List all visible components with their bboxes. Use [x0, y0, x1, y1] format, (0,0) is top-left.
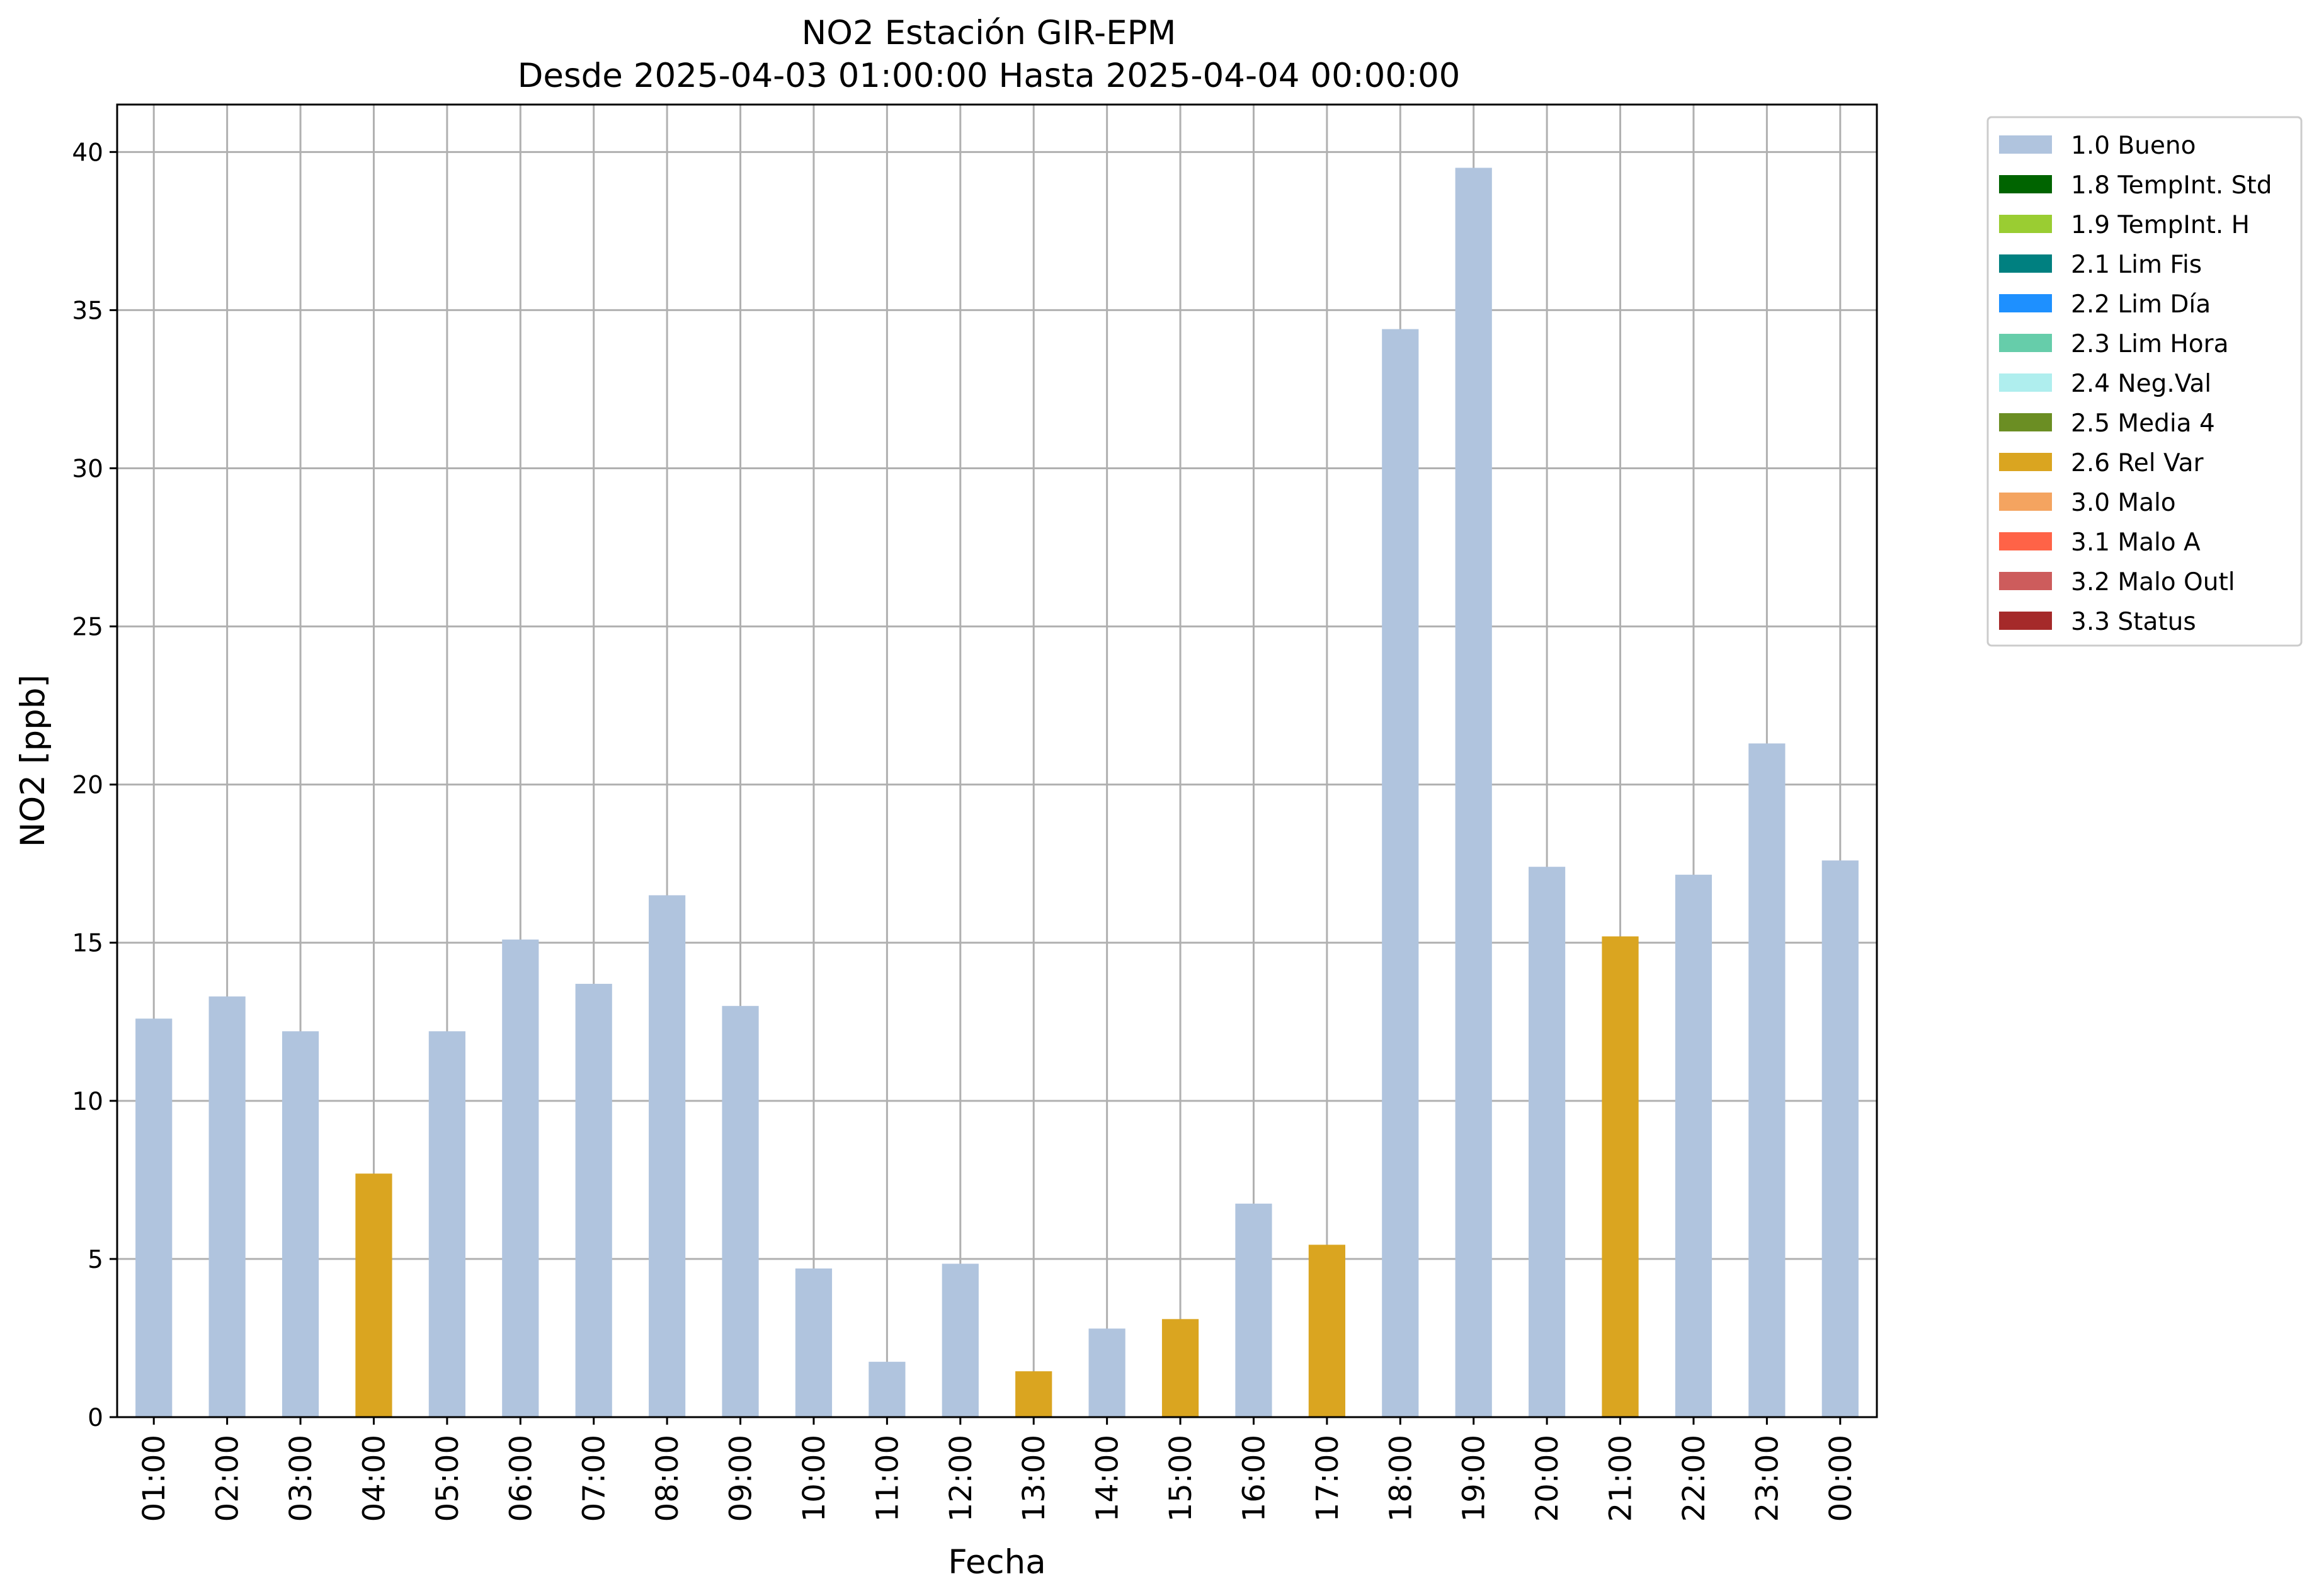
x-tick-label: 18:00	[1383, 1435, 1418, 1522]
bar	[208, 996, 246, 1417]
legend-swatch	[1999, 254, 2052, 273]
x-tick-label: 00:00	[1823, 1435, 1859, 1522]
legend-label: 2.1 Lim Fis	[2071, 251, 2202, 279]
legend: 1.0 Bueno 1.8 TempInt. Std 1.9 TempInt. H 2…	[1986, 116, 2303, 647]
legend-label: 2.5 Media 4	[2071, 409, 2215, 438]
bar	[355, 1173, 392, 1417]
x-tick-label: 04:00	[356, 1435, 392, 1522]
x-tick-label: 09:00	[724, 1435, 759, 1522]
x-tick-label: 02:00	[210, 1435, 246, 1522]
legend-label: 1.9 TempInt. H	[2071, 211, 2250, 239]
chart-title: NO2 Estación GIR-EPM	[802, 14, 1177, 52]
bar	[1235, 1204, 1272, 1417]
ticks: 0 5 10 15 20 25 30 35 40 01:00 02:00 03:00 04:00 05:0…	[72, 139, 1858, 1522]
bar	[649, 895, 686, 1417]
legend-label: 2.6 Rel Var	[2071, 449, 2204, 477]
x-tick-label: 13:00	[1017, 1435, 1052, 1522]
bar	[1821, 860, 1859, 1417]
chart-subtitle: Desde 2025-04-03 01:00:00 Hasta 2025-04-…	[518, 57, 1461, 95]
x-tick-label: 08:00	[650, 1435, 685, 1522]
x-tick-label: 20:00	[1530, 1435, 1565, 1522]
x-tick-label: 23:00	[1750, 1435, 1785, 1522]
y-tick-label: 5	[88, 1246, 103, 1274]
legend-label: 2.2 Lim Día	[2071, 290, 2211, 319]
bar	[1675, 874, 1712, 1417]
legend-label: 3.3 Status	[2071, 608, 2196, 636]
legend-swatch	[1999, 373, 2052, 392]
plot-frame	[116, 103, 1878, 1418]
bar	[1748, 743, 1786, 1417]
legend-swatch	[1999, 135, 2052, 154]
bar	[135, 1018, 173, 1417]
legend-label: 3.0 Malo	[2071, 489, 2176, 517]
x-tick-label: 10:00	[797, 1435, 832, 1522]
x-tick-label: 14:00	[1090, 1435, 1125, 1522]
legend-label: 2.3 Lim Hora	[2071, 330, 2229, 358]
bar	[428, 1031, 465, 1417]
bar	[1015, 1371, 1052, 1417]
x-tick-label: 11:00	[870, 1435, 905, 1522]
legend-box	[1986, 116, 2303, 647]
x-tick-label: 07:00	[577, 1435, 612, 1522]
x-tick-label: 15:00	[1163, 1435, 1199, 1522]
bar	[575, 984, 612, 1417]
y-tick-label: 40	[72, 139, 103, 167]
y-tick-label: 20	[72, 772, 103, 800]
x-tick-label: 06:00	[503, 1435, 538, 1522]
legend-label: 1.8 TempInt. Std	[2071, 171, 2272, 200]
bar	[1602, 936, 1639, 1417]
bar	[722, 1006, 759, 1417]
bar	[1088, 1328, 1125, 1417]
x-tick-label: 03:00	[283, 1435, 319, 1522]
legend-swatch	[1999, 294, 2052, 312]
x-tick-label: 05:00	[430, 1435, 465, 1522]
x-tick-label: 22:00	[1677, 1435, 1712, 1522]
bar	[1382, 329, 1419, 1417]
legend-swatch	[1999, 572, 2052, 590]
x-tick-label: 01:00	[137, 1435, 172, 1522]
bar	[1161, 1319, 1199, 1417]
y-tick-label: 10	[72, 1088, 103, 1116]
x-tick-label: 21:00	[1604, 1435, 1639, 1522]
legend-swatch	[1999, 334, 2052, 352]
x-tick-label: 12:00	[943, 1435, 979, 1522]
y-axis-label: NO2 [ppb]	[14, 675, 52, 847]
bars	[135, 168, 1859, 1418]
legend-swatch	[1999, 532, 2052, 550]
bar	[1455, 168, 1492, 1418]
bar	[282, 1031, 319, 1417]
legend-swatch	[1999, 453, 2052, 471]
legend-label: 2.4 Neg.Val	[2071, 370, 2211, 398]
bar	[1308, 1245, 1345, 1417]
x-tick-label: 16:00	[1236, 1435, 1272, 1522]
bar	[1529, 867, 1566, 1417]
y-tick-label: 0	[88, 1404, 103, 1432]
legend-swatch	[1999, 215, 2052, 233]
y-tick-label: 35	[72, 297, 103, 325]
legend-label: 3.2 Malo Outl	[2071, 568, 2235, 596]
bar	[942, 1263, 979, 1417]
legend-label: 3.1 Malo A	[2071, 528, 2201, 557]
legend-swatch	[1999, 612, 2052, 630]
x-tick-label: 19:00	[1457, 1435, 1492, 1522]
legend-swatch	[1999, 175, 2052, 193]
x-tick-label: 17:00	[1310, 1435, 1345, 1522]
bar	[502, 939, 539, 1417]
y-tick-label: 30	[72, 455, 103, 483]
legend-label: 1.0 Bueno	[2071, 132, 2196, 160]
legend-swatch	[1999, 413, 2052, 431]
y-tick-label: 15	[72, 930, 103, 958]
x-axis-label: Fecha	[948, 1543, 1046, 1582]
y-tick-label: 25	[72, 613, 103, 642]
bar	[869, 1362, 906, 1417]
legend-swatch	[1999, 493, 2052, 511]
bar	[795, 1268, 833, 1417]
